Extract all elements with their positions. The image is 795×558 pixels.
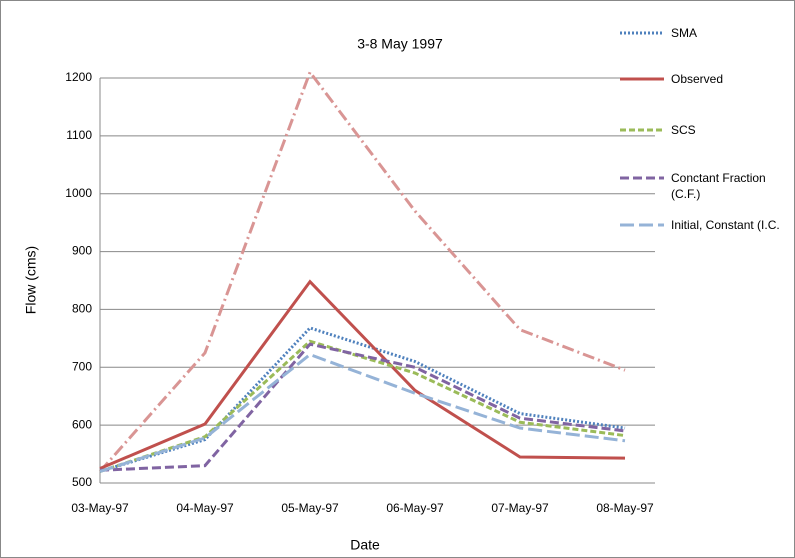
y-tick-label: 900 — [72, 244, 92, 258]
y-tick-label: 800 — [72, 302, 92, 316]
y-axis-label: Flow (cms) — [23, 246, 39, 314]
x-tick-label: 05-May-97 — [281, 501, 339, 515]
y-tick-label: 600 — [72, 417, 92, 431]
x-axis-label: Date — [350, 537, 380, 553]
legend-label: Initial, Constant (I.C. — [671, 218, 780, 232]
y-tick-label: 1000 — [65, 186, 92, 200]
x-tick-label: 04-May-97 — [176, 501, 234, 515]
legend-label: Conctant Fraction (C.F.) — [671, 171, 766, 201]
series-line — [98, 69, 626, 473]
y-tick-label: 500 — [72, 475, 92, 489]
x-tick-label: 07-May-97 — [491, 501, 549, 515]
chart-title: 3-8 May 1997 — [357, 36, 443, 52]
y-tick-label: 700 — [72, 359, 92, 373]
series-line — [99, 279, 626, 470]
legend-label: SCS — [671, 123, 696, 137]
y-tick-label: 1200 — [65, 70, 92, 84]
legend-label: SMA — [671, 26, 698, 40]
x-tick-label: 03-May-97 — [71, 501, 129, 515]
y-tick-label: 1100 — [66, 128, 92, 142]
x-tick-label: 08-May-97 — [596, 501, 654, 515]
series-line — [99, 326, 626, 473]
legend-label: Observed — [671, 72, 724, 86]
series-line — [99, 352, 626, 473]
x-tick-label: 06-May-97 — [386, 501, 444, 515]
series-line — [99, 342, 626, 472]
